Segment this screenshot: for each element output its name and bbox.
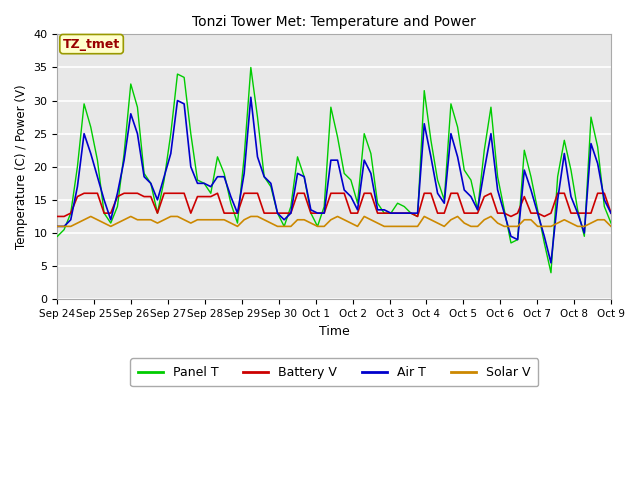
Text: TZ_tmet: TZ_tmet [63,37,120,50]
Legend: Panel T, Battery V, Air T, Solar V: Panel T, Battery V, Air T, Solar V [131,359,538,386]
Title: Tonzi Tower Met: Temperature and Power: Tonzi Tower Met: Temperature and Power [193,15,476,29]
X-axis label: Time: Time [319,324,349,337]
Y-axis label: Temperature (C) / Power (V): Temperature (C) / Power (V) [15,84,28,249]
